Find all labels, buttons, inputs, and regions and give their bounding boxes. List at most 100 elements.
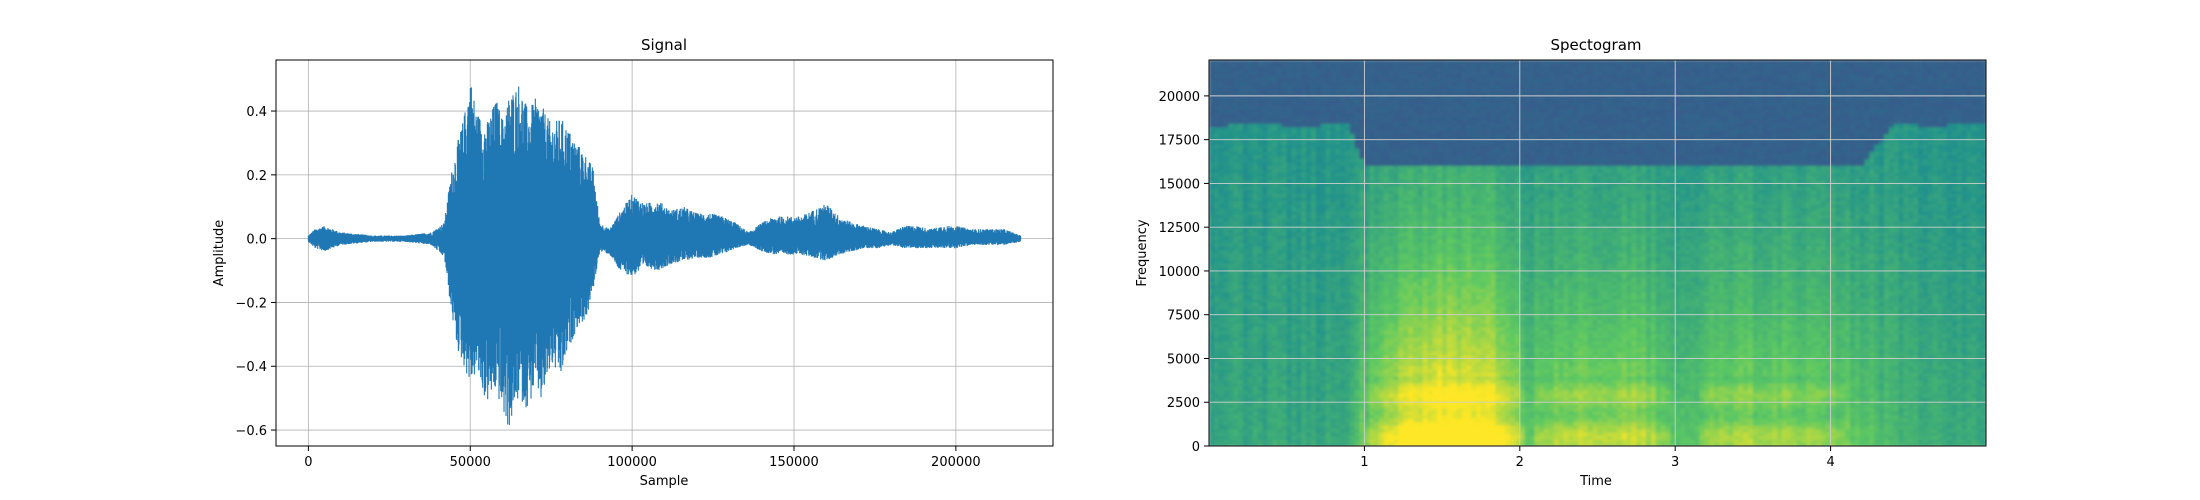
spectrogram-cell bbox=[1374, 127, 1379, 131]
spectrogram-cell bbox=[1306, 158, 1311, 162]
spectrogram-cell bbox=[1340, 327, 1345, 331]
spectrogram-cell bbox=[1321, 246, 1326, 250]
spectrogram-cell bbox=[1282, 134, 1287, 138]
signal-title: Signal bbox=[641, 36, 687, 54]
spectrogram-cell bbox=[1374, 134, 1379, 138]
spectrogram-cell bbox=[1214, 249, 1219, 253]
spectrogram-cell bbox=[1306, 337, 1311, 341]
spectrogram-cell bbox=[1292, 260, 1297, 264]
spectrogram-cell bbox=[1253, 88, 1258, 92]
spectrogram-cell bbox=[1350, 365, 1355, 369]
spectrogram-cell bbox=[1282, 246, 1287, 250]
spectrogram-cell bbox=[1355, 99, 1360, 103]
spectrogram-cell bbox=[1292, 344, 1297, 348]
spectrogram-cell bbox=[1311, 351, 1316, 355]
spectrogram-cell bbox=[1335, 190, 1340, 194]
spectrogram-cell bbox=[1408, 414, 1413, 418]
spectrogram-cell bbox=[1292, 372, 1297, 376]
spectrogram-cell bbox=[1306, 85, 1311, 89]
spectrogram-cell bbox=[1243, 278, 1248, 282]
spectrogram-cell bbox=[1321, 299, 1326, 303]
spectrogram-cell bbox=[1418, 218, 1423, 222]
spectrogram-cell bbox=[1243, 116, 1248, 120]
spectrogram-cell bbox=[1403, 116, 1408, 120]
spectrogram-cell bbox=[1301, 204, 1306, 208]
spectrogram-cell bbox=[1224, 362, 1229, 366]
spectrogram-cell bbox=[1384, 134, 1389, 138]
spectrogram-cell bbox=[1262, 341, 1267, 345]
spectrogram-cell bbox=[1243, 85, 1248, 89]
spectrogram-cell bbox=[1418, 134, 1423, 138]
spectrogram-cell bbox=[1355, 78, 1360, 82]
spectrogram-cell bbox=[1262, 204, 1267, 208]
spectrogram-cell bbox=[1306, 376, 1311, 380]
spectrogram-cell bbox=[1355, 81, 1360, 85]
spectrogram-cell bbox=[1306, 106, 1311, 110]
spectrogram-cell bbox=[1219, 411, 1224, 415]
spectrogram-cell bbox=[1243, 376, 1248, 380]
spectrogram-cell bbox=[1272, 439, 1277, 443]
spectrogram-cell bbox=[1321, 141, 1326, 145]
spectrogram-cell bbox=[1340, 295, 1345, 299]
spectrogram-cell bbox=[1238, 232, 1243, 236]
spectrogram-cell bbox=[1214, 379, 1219, 383]
spectrogram-cell bbox=[1282, 295, 1287, 299]
spectrogram-cell bbox=[1296, 411, 1301, 415]
spectrogram-cell bbox=[1321, 439, 1326, 443]
y-tick-label: −0.2 bbox=[235, 296, 267, 311]
spectrogram-cell bbox=[1326, 60, 1331, 64]
spectrogram-cell bbox=[1238, 337, 1243, 341]
spectrogram-cell bbox=[1219, 369, 1224, 373]
spectrogram-cell bbox=[1209, 302, 1214, 306]
spectrogram-cell bbox=[1413, 428, 1418, 432]
spectrogram-cell bbox=[1345, 190, 1350, 194]
spectrogram-cell bbox=[1413, 337, 1418, 341]
spectrogram-cell bbox=[1374, 383, 1379, 387]
spectrogram-cell bbox=[1423, 106, 1428, 110]
spectrogram-cell bbox=[1238, 172, 1243, 176]
spectrogram-cell bbox=[1345, 302, 1350, 306]
spectrogram-cell bbox=[1423, 253, 1428, 257]
spectrogram-cell bbox=[1335, 232, 1340, 236]
spectrogram-cell bbox=[1214, 316, 1219, 320]
spectrogram-cell bbox=[1311, 372, 1316, 376]
spectrogram-cell bbox=[1374, 330, 1379, 334]
spectrogram-cell bbox=[1364, 60, 1369, 64]
spectrogram-cell bbox=[1296, 372, 1301, 376]
spectrogram-cell bbox=[1321, 200, 1326, 204]
spectrogram-cell bbox=[1379, 200, 1384, 204]
spectrogram-cell bbox=[1282, 414, 1287, 418]
spectrogram-cell bbox=[1253, 327, 1258, 331]
spectrogram-cell bbox=[1350, 397, 1355, 401]
spectrogram-cell bbox=[1384, 348, 1389, 352]
spectrogram-cell bbox=[1209, 232, 1214, 236]
spectrogram-cell bbox=[1214, 186, 1219, 190]
spectrogram-cell bbox=[1418, 411, 1423, 415]
spectrogram-cell bbox=[1389, 274, 1394, 278]
spectrogram-cell bbox=[1413, 239, 1418, 243]
spectrogram-cell bbox=[1335, 281, 1340, 285]
spectrogram-cell bbox=[1326, 74, 1331, 78]
spectrogram-cell bbox=[1219, 414, 1224, 418]
spectrogram-cell bbox=[1262, 214, 1267, 218]
spectrogram-cell bbox=[1253, 390, 1258, 394]
spectrogram-cell bbox=[1413, 221, 1418, 225]
spectrogram-cell bbox=[1379, 260, 1384, 264]
spectrogram-cell bbox=[1258, 327, 1263, 331]
spectrogram-cell bbox=[1233, 341, 1238, 345]
spectrogram-cell bbox=[1292, 330, 1297, 334]
spectrogram-cell bbox=[1287, 148, 1292, 152]
spectrogram-cell bbox=[1228, 390, 1233, 394]
spectrogram-cell bbox=[1233, 383, 1238, 387]
spectrogram-cell bbox=[1219, 92, 1224, 96]
spectrogram-cell bbox=[1282, 393, 1287, 397]
spectrogram-cell bbox=[1389, 292, 1394, 296]
spectrogram-cell bbox=[1301, 102, 1306, 106]
spectrogram-cell bbox=[1248, 71, 1253, 75]
spectrogram-cell bbox=[1355, 67, 1360, 71]
spectrogram-cell bbox=[1418, 397, 1423, 401]
spectrogram-cell bbox=[1287, 274, 1292, 278]
spectrogram-cell bbox=[1398, 179, 1403, 183]
spectrogram-cell bbox=[1413, 176, 1418, 180]
spectrogram-cell bbox=[1364, 92, 1369, 96]
